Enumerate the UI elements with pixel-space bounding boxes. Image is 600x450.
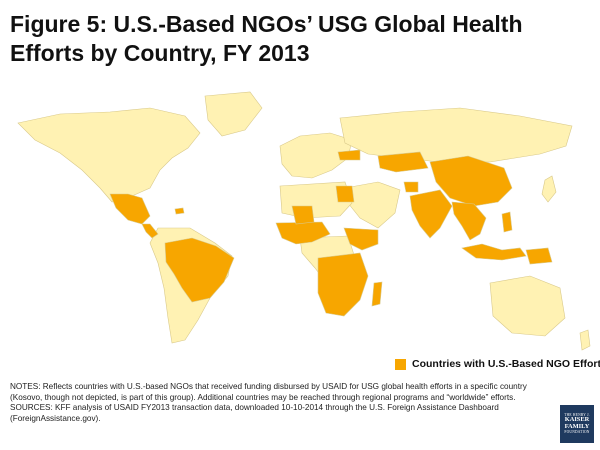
legend-swatch: [395, 358, 406, 370]
kazakhstan-region: [377, 151, 429, 173]
brazil-peru-paraguay-region: [164, 237, 235, 303]
central-america-region: [141, 223, 159, 239]
world-map-svg: [17, 91, 591, 351]
west-africa-region: [275, 221, 331, 245]
notes-text: NOTES: Reflects countries with U.S.-base…: [10, 382, 527, 402]
afghanistan-region: [403, 181, 419, 193]
indonesia-region: [461, 243, 527, 261]
mali-region: [291, 205, 315, 225]
japan-region: [541, 175, 557, 203]
horn-east-africa-region: [343, 227, 379, 251]
greenland-region: [204, 91, 263, 137]
mexico-region: [109, 193, 151, 225]
world-map: [0, 78, 600, 358]
sources-text: SOURCES: KFF analysis of USAID FY2013 tr…: [10, 403, 499, 423]
figure-title: Figure 5: U.S.-Based NGOs’ USG Global He…: [10, 11, 523, 66]
russia-north-asia-region: [339, 107, 573, 163]
ukraine-region: [337, 149, 361, 161]
papua-new-guinea-region: [525, 247, 553, 265]
notes-block: NOTES: Reflects countries with U.S.-base…: [10, 382, 555, 424]
legend-label: Countries with U.S.-Based NGO Efforts: [412, 358, 600, 370]
southern-east-africa-region: [317, 252, 369, 317]
new-zealand-region: [579, 329, 591, 351]
kff-logo: THE HENRY J. KAISER FAMILY FOUNDATION: [560, 405, 594, 443]
haiti-dominican-republic-region: [174, 207, 185, 215]
india-region: [409, 189, 453, 239]
north-america-region: [17, 107, 201, 203]
china-region: [429, 155, 513, 207]
philippines-region: [501, 211, 513, 233]
australia-region: [489, 275, 566, 337]
madagascar-region: [371, 281, 383, 307]
southeast-asia-region: [451, 201, 487, 241]
middle-east-region: [344, 181, 401, 229]
map-legend: Countries with U.S.-Based NGO Efforts: [395, 357, 600, 371]
europe-region: [279, 132, 353, 179]
highlighted-countries: [109, 149, 553, 317]
egypt-region: [335, 185, 355, 203]
